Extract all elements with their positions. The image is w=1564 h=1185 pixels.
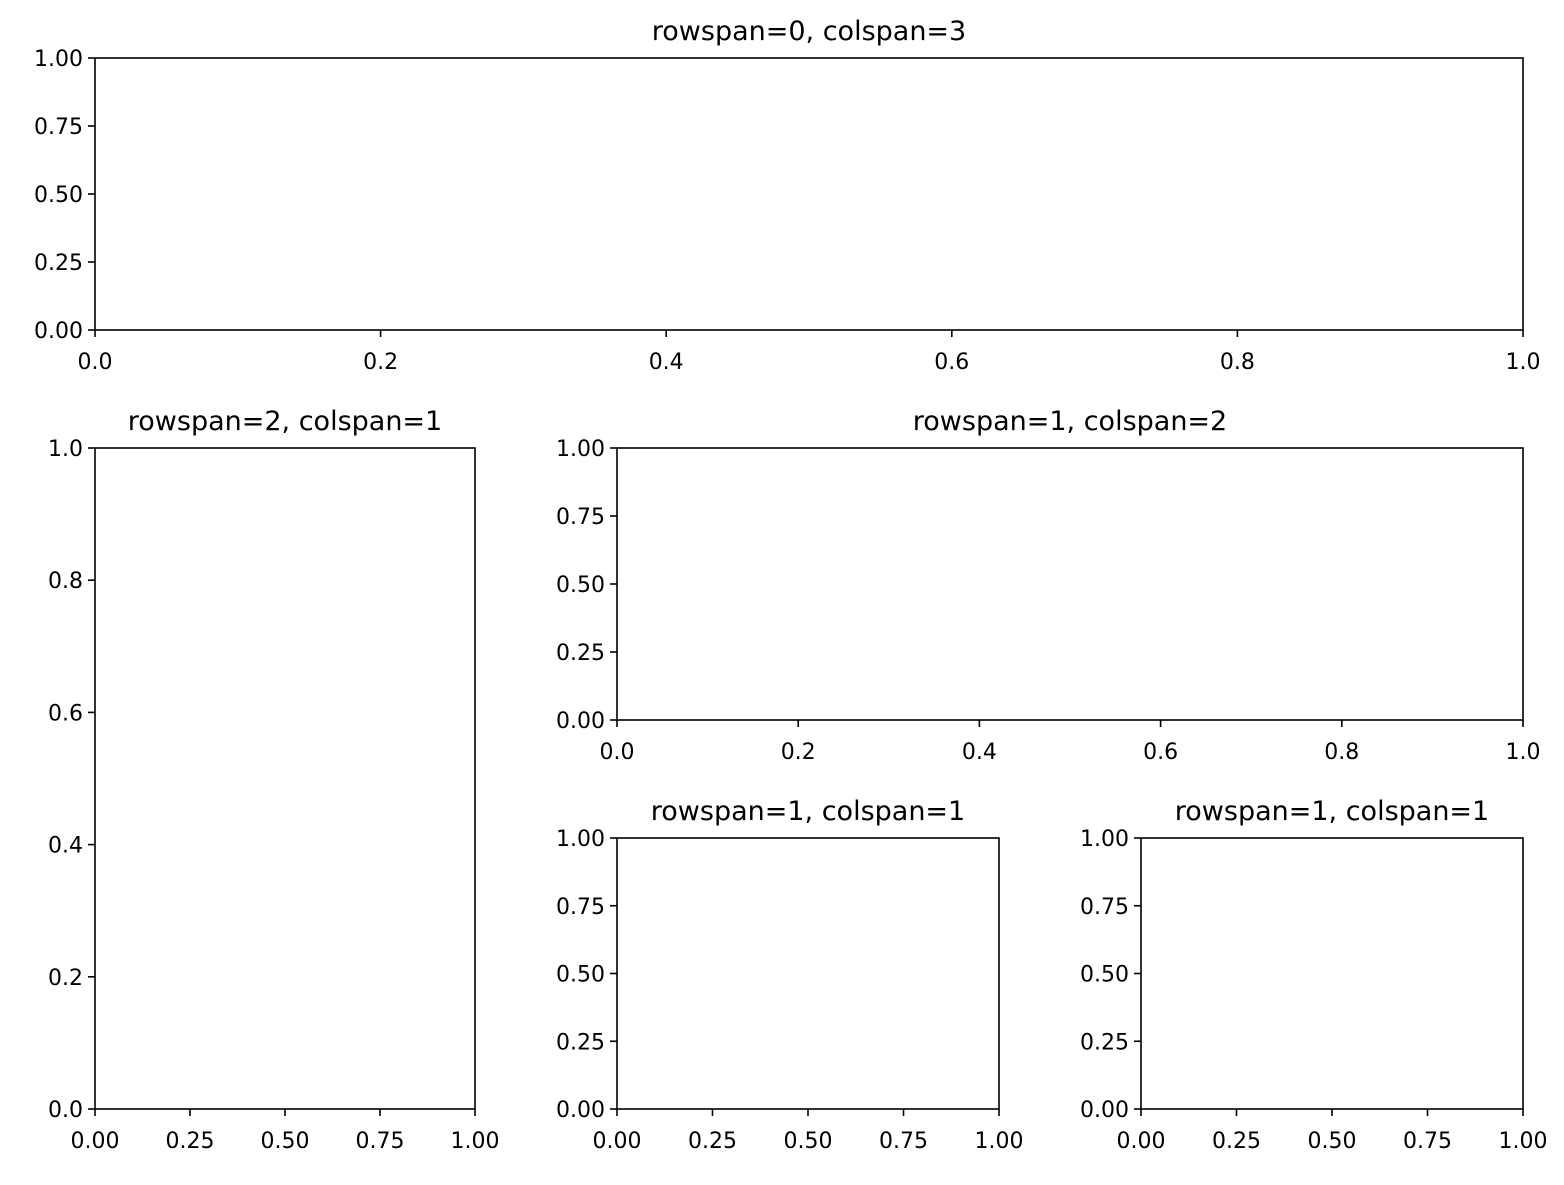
x-tick-label: 0.6 (934, 350, 969, 375)
y-tick-label: 0.50 (1080, 963, 1129, 988)
x-tick-label: 0.25 (1212, 1129, 1261, 1154)
y-tick-label: 1.00 (556, 437, 605, 462)
y-tick-label: 0.50 (556, 963, 605, 988)
y-tick-label: 1.0 (48, 437, 83, 462)
x-tick-label: 0.50 (784, 1129, 833, 1154)
axes-title: rowspan=1, colspan=1 (1175, 796, 1489, 827)
axes-frame (94, 447, 476, 1110)
x-tick-label: 1.00 (1499, 1129, 1548, 1154)
y-tick-label: 0.00 (34, 319, 83, 344)
y-tick-label: 0.8 (48, 569, 83, 594)
y-tick-label: 0.25 (1080, 1030, 1129, 1055)
axes-frame (616, 837, 1000, 1110)
y-tick-label: 0.4 (48, 834, 83, 859)
axes-title: rowspan=1, colspan=1 (651, 796, 965, 827)
y-tick-label: 0.00 (556, 709, 605, 734)
x-tick-label: 0.2 (781, 740, 816, 765)
y-tick-label: 0.50 (34, 183, 83, 208)
x-tick-label: 0.8 (1220, 350, 1255, 375)
y-tick-label: 0.75 (1080, 895, 1129, 920)
y-tick-label: 0.50 (556, 573, 605, 598)
x-tick-label: 0.75 (1403, 1129, 1452, 1154)
axes-frame (616, 447, 1524, 721)
axes-frame (94, 57, 1524, 331)
y-tick-label: 0.75 (34, 115, 83, 140)
y-tick-label: 0.00 (1080, 1098, 1129, 1123)
x-tick-label: 1.0 (1506, 350, 1541, 375)
y-tick-label: 0.25 (556, 641, 605, 666)
x-tick-label: 1.0 (1506, 740, 1541, 765)
x-tick-label: 1.00 (975, 1129, 1024, 1154)
y-tick-label: 1.00 (556, 827, 605, 852)
x-tick-label: 0.25 (166, 1129, 215, 1154)
y-tick-label: 1.00 (1080, 827, 1129, 852)
y-tick-label: 0.75 (556, 895, 605, 920)
x-tick-label: 0.00 (71, 1129, 120, 1154)
x-tick-label: 0.0 (600, 740, 635, 765)
x-tick-label: 1.00 (451, 1129, 500, 1154)
x-tick-label: 0.4 (962, 740, 997, 765)
x-tick-label: 0.75 (879, 1129, 928, 1154)
y-tick-label: 0.0 (48, 1098, 83, 1123)
x-tick-label: 0.75 (356, 1129, 405, 1154)
y-tick-label: 0.75 (556, 505, 605, 530)
y-tick-label: 0.2 (48, 966, 83, 991)
y-tick-label: 0.25 (556, 1030, 605, 1055)
x-tick-label: 0.8 (1324, 740, 1359, 765)
x-tick-label: 0.50 (1308, 1129, 1357, 1154)
x-tick-label: 0.00 (1117, 1129, 1166, 1154)
y-tick-label: 0.6 (48, 701, 83, 726)
axes-frame (1140, 837, 1524, 1110)
axes-title: rowspan=2, colspan=1 (128, 406, 442, 437)
axes-title: rowspan=0, colspan=3 (652, 16, 966, 47)
x-tick-label: 0.00 (593, 1129, 642, 1154)
x-tick-label: 0.6 (1143, 740, 1178, 765)
axes-title: rowspan=1, colspan=2 (913, 406, 1227, 437)
y-tick-label: 1.00 (34, 47, 83, 72)
y-tick-label: 0.25 (34, 251, 83, 276)
x-tick-label: 0.2 (363, 350, 398, 375)
x-tick-label: 0.0 (78, 350, 113, 375)
x-tick-label: 0.25 (688, 1129, 737, 1154)
x-tick-label: 0.4 (649, 350, 684, 375)
x-tick-label: 0.50 (261, 1129, 310, 1154)
y-tick-label: 0.00 (556, 1098, 605, 1123)
